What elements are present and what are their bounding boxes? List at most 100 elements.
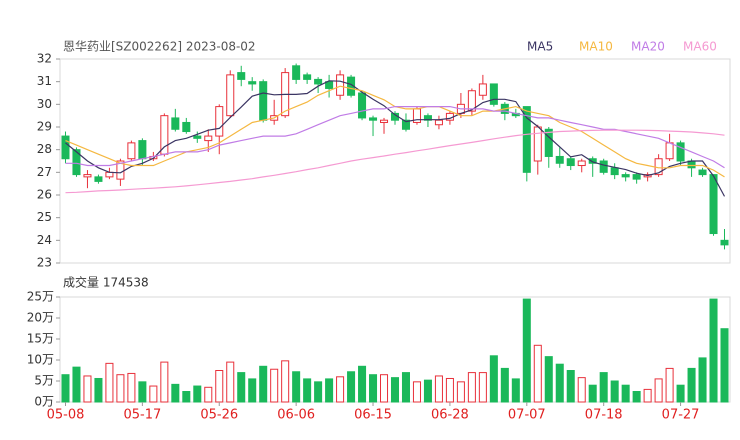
- candle-body: [138, 140, 147, 160]
- candle-body: [610, 167, 619, 176]
- volume-bar: [292, 371, 301, 403]
- volume-bar: [171, 383, 180, 403]
- volume-bar: [423, 379, 432, 403]
- candle-body: [83, 174, 92, 178]
- volume-bar: [105, 362, 114, 403]
- volume-bar: [643, 388, 652, 403]
- candle-body: [61, 135, 70, 160]
- x-tick-label: 06-06: [277, 408, 315, 423]
- x-tick-label: 07-07: [508, 408, 546, 423]
- legend-label: MA20: [631, 40, 665, 54]
- volume-bar: [336, 376, 345, 403]
- volume-bar: [434, 375, 443, 403]
- candle-body: [303, 74, 312, 80]
- candle-body: [720, 239, 729, 246]
- volume-bar: [94, 377, 103, 403]
- legend-label: MA10: [579, 40, 613, 54]
- volume-bar: [281, 360, 290, 403]
- volume-bar: [248, 378, 257, 403]
- volume-bar: [127, 372, 136, 403]
- volume-tick-label: 5万: [34, 374, 54, 388]
- volume-bar: [478, 372, 487, 403]
- volume-tick-label: 20万: [27, 311, 54, 325]
- candle-body: [467, 90, 476, 112]
- x-tick-label: 07-18: [585, 408, 623, 423]
- volume-bar: [237, 372, 246, 403]
- volume-bar: [61, 374, 70, 403]
- volume-tick-label: 25万: [27, 290, 54, 304]
- candle-body: [522, 106, 531, 173]
- legend-label: MA60: [683, 40, 717, 54]
- volume-bar: [456, 381, 465, 403]
- candle-body: [566, 158, 575, 167]
- volume-bar: [138, 381, 147, 403]
- volume-bar: [215, 370, 224, 403]
- volume-bar: [182, 391, 191, 403]
- volume-bar: [522, 298, 531, 403]
- candle-body: [325, 81, 334, 89]
- candle-body: [698, 169, 707, 176]
- candle-body: [182, 121, 191, 133]
- volume-bar: [72, 366, 81, 403]
- volume-bar: [467, 372, 476, 403]
- candle-body: [401, 119, 410, 130]
- price-frame: [59, 58, 731, 264]
- chart-title: 恩华药业[SZ002262] 2023-08-02: [63, 40, 256, 54]
- candle-body: [369, 117, 378, 121]
- ma-line: [65, 80, 726, 197]
- candle-body: [292, 65, 301, 80]
- candle-body: [248, 81, 257, 85]
- candle-body: [478, 83, 487, 96]
- volume-bar: [193, 385, 202, 403]
- volume-bar: [160, 361, 169, 403]
- volume-bar: [687, 367, 696, 403]
- volume-bar: [654, 378, 663, 403]
- candle-body: [544, 128, 553, 157]
- volume-bar: [116, 374, 125, 403]
- x-tick-label: 06-15: [354, 408, 392, 423]
- volume-bar: [566, 370, 575, 403]
- candle-body: [259, 81, 268, 121]
- volume-bar: [599, 372, 608, 403]
- y-tick-label: 31: [37, 74, 52, 88]
- y-tick-label: 28: [37, 142, 52, 156]
- x-tick-label: 05-08: [47, 408, 85, 423]
- candle-body: [380, 119, 389, 123]
- ma-line: [65, 106, 725, 169]
- volume-bar: [401, 372, 410, 403]
- y-tick-label: 24: [37, 233, 52, 247]
- volume-tick-label: 10万: [27, 353, 54, 367]
- ma-line: [65, 129, 725, 194]
- volume-bar: [588, 384, 597, 403]
- candle-body: [171, 117, 180, 130]
- volume-bar: [347, 371, 356, 403]
- volume-bar: [709, 298, 718, 403]
- y-tick-label: 32: [37, 52, 52, 66]
- volume-bar: [149, 385, 158, 403]
- volume-bar: [533, 344, 542, 403]
- volume-bar: [665, 367, 674, 403]
- candle-body: [588, 158, 597, 164]
- volume-bar: [369, 374, 378, 403]
- volume-bar: [500, 367, 509, 403]
- x-tick-label: 07-27: [662, 408, 700, 423]
- x-tick-label: 05-17: [123, 408, 161, 423]
- candle-body: [204, 135, 213, 142]
- candle-body: [709, 174, 718, 235]
- candle-body: [237, 72, 246, 80]
- volume-bar: [270, 368, 279, 403]
- volume-bar: [83, 375, 92, 403]
- volume-bar: [358, 365, 367, 403]
- candle-body: [336, 74, 345, 96]
- volume-bar: [544, 356, 553, 403]
- candle-body: [577, 160, 586, 167]
- candle-body: [193, 135, 202, 139]
- y-tick-label: 25: [37, 210, 52, 224]
- volume-bar: [621, 384, 630, 403]
- volume-bar: [698, 357, 707, 403]
- volume-bar: [380, 374, 389, 403]
- volume-bar: [314, 381, 323, 403]
- candle-body: [665, 142, 674, 160]
- volume-bar: [445, 377, 454, 403]
